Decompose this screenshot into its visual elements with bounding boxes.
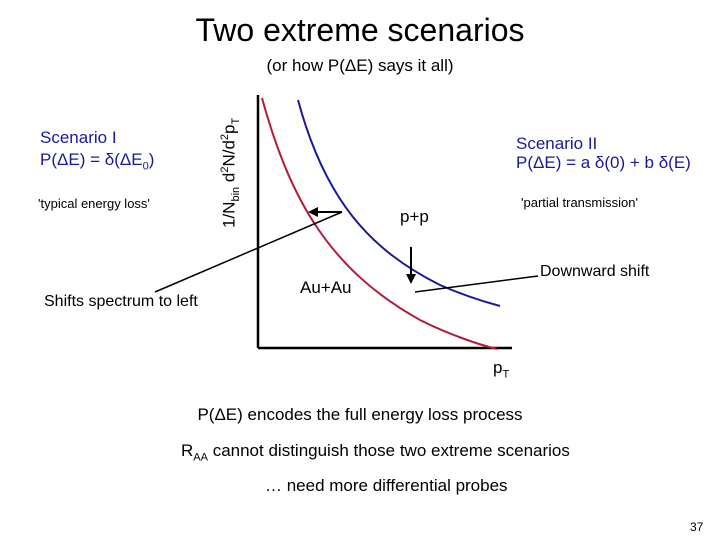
scenario2-effect: Downward shift bbox=[540, 263, 650, 280]
conclusion-line-2: RAA cannot distinguish those two extreme… bbox=[181, 441, 570, 464]
y-axis-label: 1/Nbin d2N/d2pT bbox=[219, 117, 243, 228]
scenario1-effect: Shifts spectrum to left bbox=[44, 293, 198, 310]
x-axis-label: pT bbox=[493, 358, 510, 381]
page-number: 37 bbox=[690, 520, 704, 534]
auau-curve-label: Au+Au bbox=[300, 278, 352, 297]
scenario1-title: Scenario I bbox=[40, 128, 117, 147]
page-title: Two extreme scenarios bbox=[195, 12, 525, 48]
conclusion-line-3: … need more differential probes bbox=[265, 476, 508, 495]
scenario1-formula: P(ΔE) = δ(ΔE0) bbox=[40, 150, 155, 173]
scenario1-note: 'typical energy loss' bbox=[38, 196, 150, 211]
scenario1-pointer bbox=[154, 211, 343, 293]
auau-curve bbox=[297, 99, 501, 307]
pp-curve bbox=[261, 97, 498, 350]
scenario2-pointer bbox=[414, 275, 539, 293]
conclusion-line-1: P(ΔE) encodes the full energy loss proce… bbox=[197, 405, 523, 424]
scenario2-title: Scenario II bbox=[516, 134, 598, 153]
scenario2-formula: P(ΔE) = a δ(0) + b δ(E) bbox=[516, 153, 691, 172]
pp-curve-label: p+p bbox=[400, 207, 429, 226]
page-subtitle: (or how P(ΔE) says it all) bbox=[266, 56, 454, 75]
scenario2-note: 'partial transmission' bbox=[521, 195, 638, 210]
